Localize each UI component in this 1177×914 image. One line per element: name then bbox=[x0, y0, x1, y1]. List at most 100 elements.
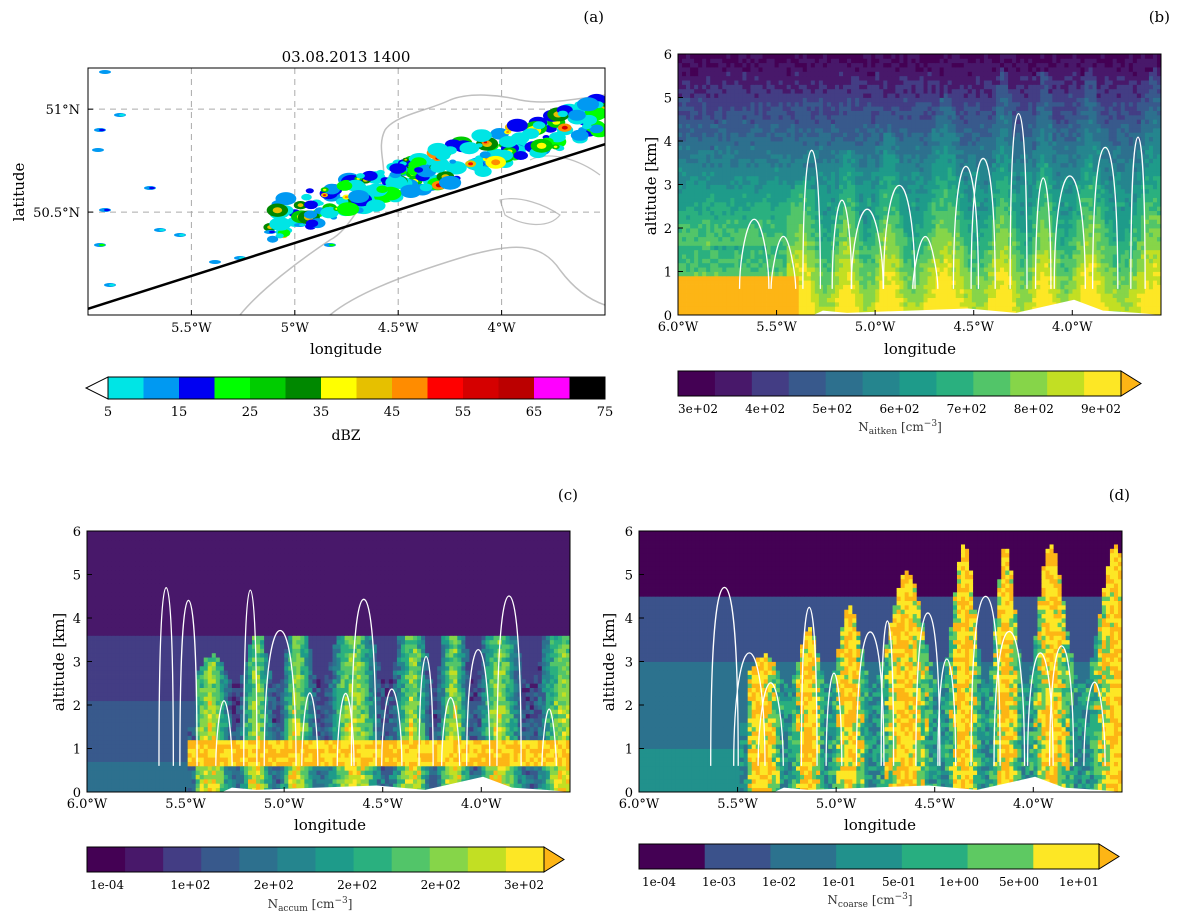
heatmap-cell bbox=[851, 236, 856, 242]
heatmap-cell bbox=[742, 154, 747, 159]
heatmap-cell bbox=[826, 223, 832, 229]
heatmap-cell bbox=[826, 167, 832, 172]
heatmap-cell bbox=[1016, 293, 1021, 298]
heatmap-cell bbox=[1136, 197, 1142, 203]
heatmap-cell bbox=[935, 258, 941, 264]
heatmap-cell bbox=[1080, 149, 1085, 155]
heatmap-cell bbox=[1068, 188, 1073, 194]
heatmap-cell bbox=[967, 267, 973, 272]
heatmap-cell bbox=[1064, 193, 1069, 198]
heatmap-cell bbox=[1064, 206, 1069, 211]
radar-echo bbox=[304, 200, 318, 210]
heatmap-cell bbox=[790, 206, 796, 211]
heatmap-cell bbox=[875, 171, 880, 177]
heatmap-cell bbox=[859, 245, 864, 251]
heatmap-cell bbox=[1144, 284, 1150, 290]
heatmap-cell bbox=[1096, 301, 1102, 307]
heatmap-cell bbox=[1144, 223, 1150, 229]
heatmap-cell bbox=[947, 206, 953, 211]
heatmap-cell bbox=[955, 149, 961, 155]
heatmap-cell bbox=[822, 184, 828, 190]
heatmap-cell bbox=[818, 184, 824, 190]
heatmap-cell bbox=[782, 214, 788, 220]
heatmap-cell bbox=[871, 228, 876, 233]
heatmap-cell bbox=[1044, 271, 1049, 277]
heatmap-cell bbox=[903, 306, 908, 312]
heatmap-cell bbox=[1040, 158, 1045, 164]
heatmap-cell bbox=[927, 284, 932, 290]
heatmap-cell bbox=[1112, 201, 1118, 207]
heatmap-cell bbox=[1076, 188, 1081, 194]
heatmap-cell bbox=[738, 210, 743, 216]
heatmap-cell bbox=[923, 306, 928, 312]
heatmap-cell bbox=[798, 197, 804, 203]
heatmap-cell bbox=[750, 249, 755, 255]
heatmap-cell bbox=[802, 301, 808, 307]
heatmap-cell bbox=[1124, 184, 1130, 190]
heatmap-cell bbox=[694, 158, 699, 164]
heatmap-cell bbox=[1016, 214, 1021, 220]
heatmap-cell bbox=[1004, 158, 1009, 164]
heatmap-cell bbox=[1032, 167, 1037, 172]
heatmap-cell bbox=[1020, 232, 1025, 238]
heatmap-cell bbox=[887, 223, 892, 229]
heatmap-cell bbox=[774, 219, 780, 225]
heatmap-cell bbox=[871, 219, 876, 225]
heatmap-cell bbox=[871, 223, 876, 229]
heatmap-cell bbox=[1040, 228, 1045, 233]
heatmap-cell bbox=[690, 288, 695, 294]
heatmap-cell bbox=[867, 171, 872, 177]
heatmap-cell bbox=[1104, 180, 1110, 185]
heatmap-cell bbox=[1020, 219, 1025, 225]
heatmap-cell bbox=[794, 275, 800, 281]
heatmap-cell bbox=[947, 280, 953, 285]
heatmap-cell bbox=[1020, 288, 1025, 294]
heatmap-cell bbox=[786, 267, 792, 272]
heatmap-cell bbox=[955, 288, 961, 294]
heatmap-cell bbox=[1140, 201, 1146, 207]
heatmap-cell bbox=[1032, 197, 1037, 203]
heatmap-cell bbox=[1032, 180, 1037, 185]
heatmap-cell bbox=[1052, 236, 1057, 242]
heatmap-cell bbox=[758, 262, 763, 268]
heatmap-cell bbox=[738, 232, 743, 238]
heatmap-cell bbox=[706, 188, 711, 194]
heatmap-cell bbox=[987, 188, 993, 194]
heatmap-cell bbox=[770, 180, 776, 185]
heatmap-cell bbox=[983, 254, 989, 259]
heatmap-cell bbox=[935, 249, 941, 255]
heatmap-cell bbox=[983, 241, 989, 246]
heatmap-cell bbox=[682, 223, 687, 229]
heatmap-cell bbox=[1088, 254, 1093, 259]
heatmap-cell bbox=[786, 149, 792, 155]
heatmap-cell bbox=[834, 280, 840, 285]
heatmap-cell bbox=[734, 306, 739, 312]
heatmap-cell bbox=[758, 241, 763, 246]
heatmap-cell bbox=[806, 201, 812, 207]
heatmap-cell bbox=[782, 258, 788, 264]
heatmap-cell bbox=[1132, 241, 1138, 246]
heatmap-cell bbox=[1152, 219, 1158, 225]
heatmap-cell bbox=[814, 306, 820, 312]
heatmap-cell bbox=[1144, 232, 1150, 238]
heatmap-cell bbox=[927, 184, 932, 190]
heatmap-cell bbox=[1152, 171, 1158, 177]
heatmap-cell bbox=[690, 193, 695, 198]
heatmap-cell bbox=[855, 171, 860, 177]
heatmap-cell bbox=[826, 297, 832, 303]
heatmap-cell bbox=[1000, 254, 1005, 259]
heatmap-cell bbox=[947, 162, 953, 168]
heatmap-cell bbox=[814, 267, 820, 272]
heatmap-cell bbox=[919, 171, 924, 177]
heatmap-cell bbox=[955, 206, 961, 211]
heatmap-cell bbox=[931, 275, 937, 281]
heatmap-cell bbox=[1048, 223, 1053, 229]
heatmap-cell bbox=[790, 236, 796, 242]
heatmap-cell bbox=[855, 306, 860, 312]
heatmap-cell bbox=[1016, 175, 1021, 181]
heatmap-cell bbox=[786, 214, 792, 220]
heatmap-cell bbox=[1116, 154, 1122, 159]
heatmap-cell bbox=[1020, 241, 1025, 246]
heatmap-cell bbox=[1136, 254, 1142, 259]
heatmap-cell bbox=[1072, 280, 1077, 285]
